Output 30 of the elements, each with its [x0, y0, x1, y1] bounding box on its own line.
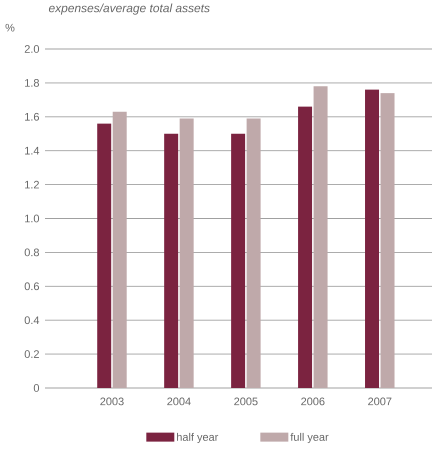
y-tick-label: 1.0: [25, 214, 40, 222]
bar: [112, 112, 127, 388]
x-tick-label: 2005: [234, 398, 258, 406]
legend-label: full year: [290, 432, 328, 444]
bar: [97, 124, 112, 388]
legend-label: half year: [177, 432, 218, 444]
y-tick-label: 0.6: [24, 282, 39, 290]
bar: [380, 93, 395, 388]
x-tick-label: 2006: [301, 398, 325, 406]
y-tick-label: 1.4: [25, 146, 40, 154]
bar: [231, 134, 246, 388]
bar: [246, 118, 261, 388]
y-tick-label: 1.8: [25, 79, 39, 87]
chart-title: expenses/average total assets: [48, 4, 210, 15]
y-tick-label: 0.4: [24, 316, 40, 324]
y-tick-label: 0.8: [24, 248, 39, 256]
bar: [164, 134, 178, 388]
x-tick-label: 2003: [100, 398, 124, 406]
y-axis-title: %: [6, 24, 14, 32]
y-tick-label: 1.2: [25, 180, 39, 188]
bar: [314, 86, 328, 388]
x-tick-label: 2007: [368, 398, 392, 406]
bar: [298, 106, 312, 388]
x-tick-label: 2004: [167, 398, 191, 406]
bar: [365, 90, 380, 388]
y-tick-label: 2.0: [24, 45, 40, 53]
bar: [180, 118, 194, 388]
y-tick-label: 0: [34, 384, 40, 392]
y-tick-label: 0.2: [24, 350, 39, 358]
y-tick-label: 1.6: [25, 112, 39, 121]
